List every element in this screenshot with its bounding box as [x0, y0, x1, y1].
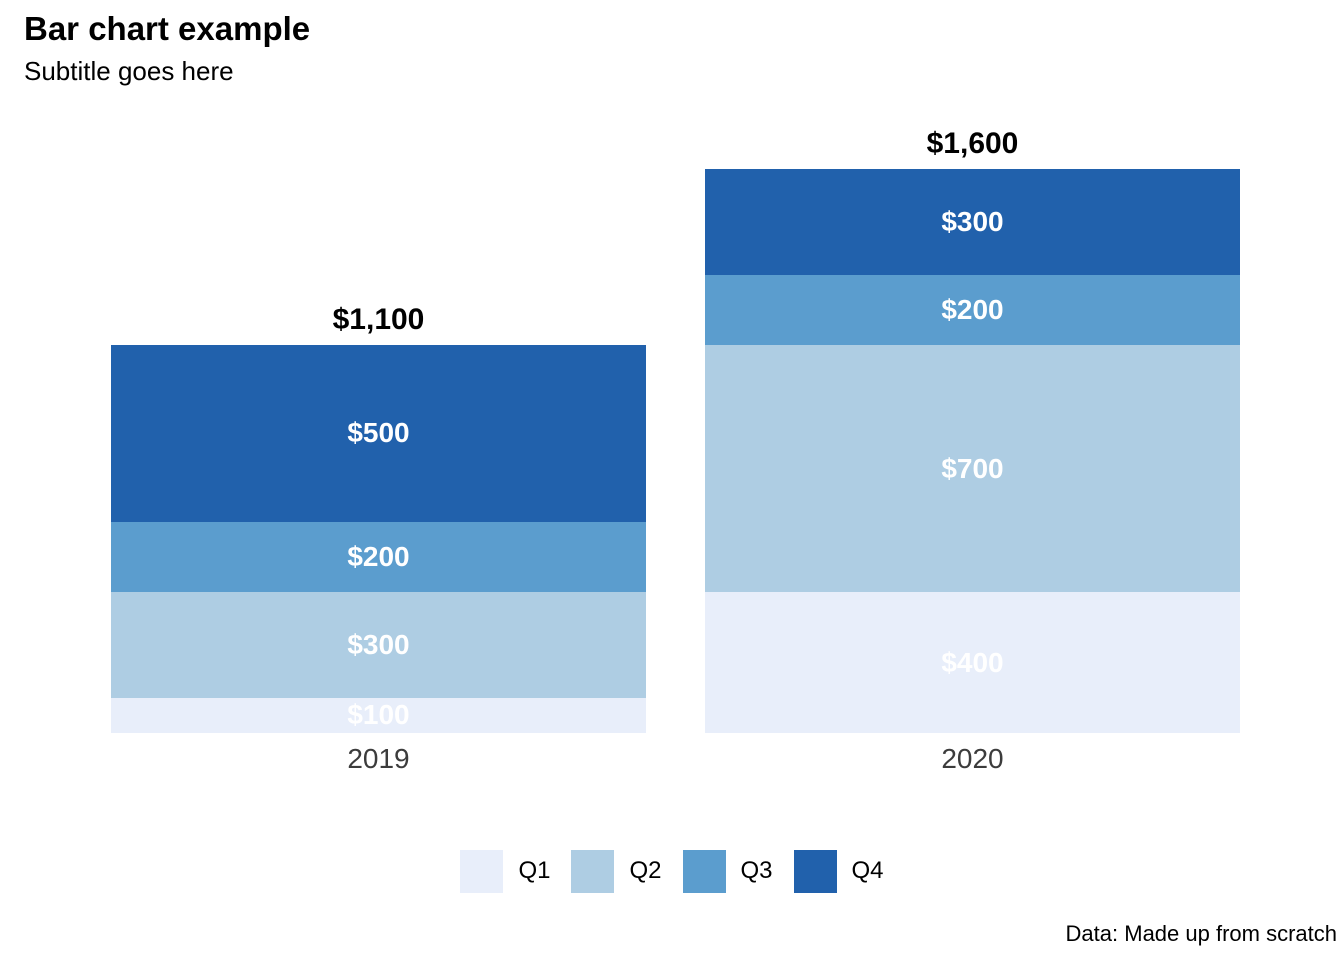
segment-value-label: $100 — [347, 699, 410, 731]
bar-segment-2019-q3: $200 — [111, 521, 646, 592]
chart-title: Bar chart example — [24, 10, 311, 47]
bar-segment-2019-q4: $500 — [111, 345, 646, 522]
legend-item-q2: Q2 — [571, 849, 662, 893]
legend-label-q3: Q3 — [740, 857, 773, 884]
legend-item-q1: Q1 — [460, 849, 551, 893]
segment-value-label: $400 — [941, 646, 1004, 678]
legend-swatch-q2 — [571, 849, 615, 893]
bar-segment-2020-q1: $400 — [705, 592, 1240, 733]
bar-total-label-2020: $1,600 — [926, 127, 1019, 160]
data-source-caption: Data: Made up from scratch — [1065, 921, 1337, 946]
x-axis-label-2019: 2019 — [347, 743, 410, 774]
legend-label-q1: Q1 — [518, 857, 551, 884]
bar-total-label-2019: $1,100 — [332, 303, 425, 337]
bar-segment-2020-q4: $300 — [705, 169, 1240, 275]
segment-value-label: $700 — [941, 452, 1004, 484]
segment-value-label: $300 — [941, 205, 1004, 237]
bar-segment-2019-q2: $300 — [111, 592, 646, 698]
legend-label-q2: Q2 — [629, 857, 662, 884]
bar-segment-2020-q3: $200 — [705, 274, 1240, 346]
bar-segment-2020-q2: $700 — [705, 345, 1240, 592]
chart-subtitle: Subtitle goes here — [24, 56, 234, 86]
segment-value-label: $200 — [941, 294, 1004, 325]
legend-label-q4: Q4 — [851, 857, 884, 884]
legend-swatch-q3 — [682, 849, 726, 893]
legend-item-q4: Q4 — [793, 849, 884, 893]
bar-segment-2019-q1: $100 — [111, 697, 646, 733]
legend-item-q3: Q3 — [682, 849, 773, 893]
legend-swatch-q4 — [793, 849, 837, 893]
legend-swatch-q1 — [460, 849, 504, 893]
segment-value-label: $500 — [347, 417, 410, 449]
segment-value-label: $300 — [347, 628, 410, 660]
legend: Q1 Q2 Q3 Q4 — [0, 849, 1344, 893]
x-axis-label-2020: 2020 — [941, 743, 1004, 774]
segment-value-label: $200 — [347, 540, 410, 572]
